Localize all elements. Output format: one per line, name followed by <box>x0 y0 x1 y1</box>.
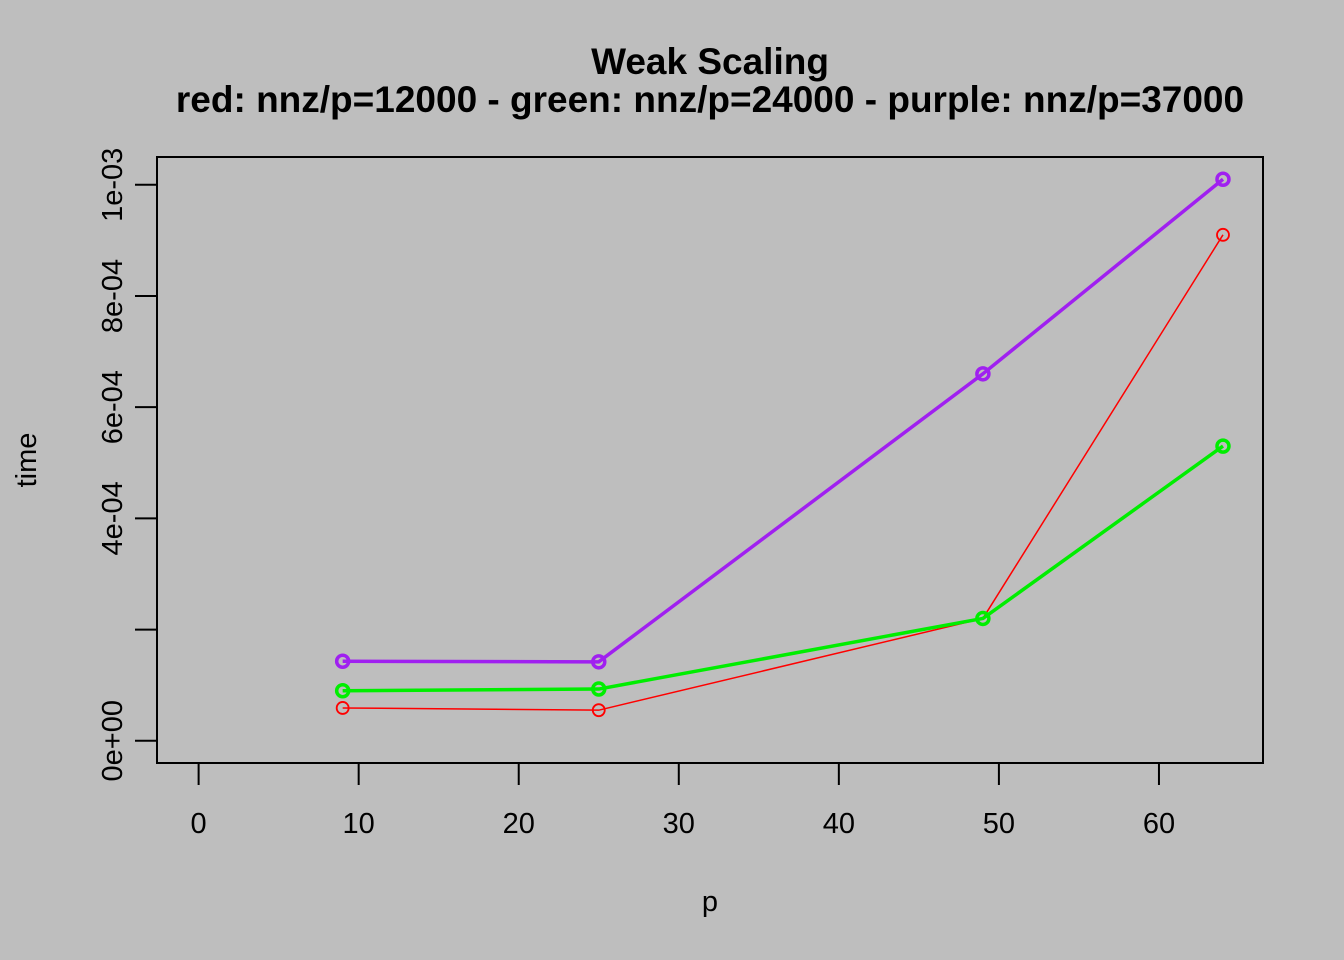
y-axis-label: time <box>11 433 43 488</box>
y-tick-label: 1e-03 <box>97 148 129 222</box>
data-point <box>1216 227 1230 242</box>
chart-subtitle: red: nnz/p=12000 - green: nnz/p=24000 - … <box>176 79 1244 120</box>
data-point <box>334 682 351 699</box>
x-tick-label: 20 <box>503 808 535 840</box>
x-tick-label: 50 <box>983 808 1015 840</box>
x-tick-label: 0 <box>191 808 207 840</box>
series-line <box>342 177 1225 664</box>
x-tick-label: 30 <box>663 808 695 840</box>
y-tick-label: 8e-04 <box>97 259 129 333</box>
series-2 <box>334 171 1231 670</box>
x-tick-label: 60 <box>1143 808 1175 840</box>
data-point <box>1215 438 1231 454</box>
series-line <box>342 234 1224 711</box>
series-1 <box>334 438 1231 699</box>
plot-area-border <box>156 156 1264 764</box>
series-line <box>342 444 1225 693</box>
x-tick-label: 10 <box>343 808 375 840</box>
x-axis-label: p <box>702 886 718 918</box>
data-point <box>591 703 606 718</box>
data-point <box>335 701 350 715</box>
data-point <box>334 653 351 670</box>
data-point <box>975 366 991 382</box>
y-tick-label: 4e-04 <box>97 481 129 555</box>
x-tick-label: 40 <box>823 808 855 840</box>
data-point <box>591 654 607 670</box>
data-point <box>975 610 991 627</box>
y-tick-label: 6e-04 <box>97 370 129 444</box>
x-axis: 0 10 20 30 40 50 60 <box>191 762 1175 840</box>
y-tick-label: 0e+00 <box>97 700 129 781</box>
series-layer <box>334 171 1231 718</box>
y-axis: 0e+00 4e-04 6e-04 8e-04 1e-03 <box>97 148 158 781</box>
series-0 <box>335 227 1230 718</box>
data-point <box>1215 171 1231 187</box>
data-point <box>591 681 607 697</box>
chart-title: Weak Scaling <box>591 41 829 82</box>
